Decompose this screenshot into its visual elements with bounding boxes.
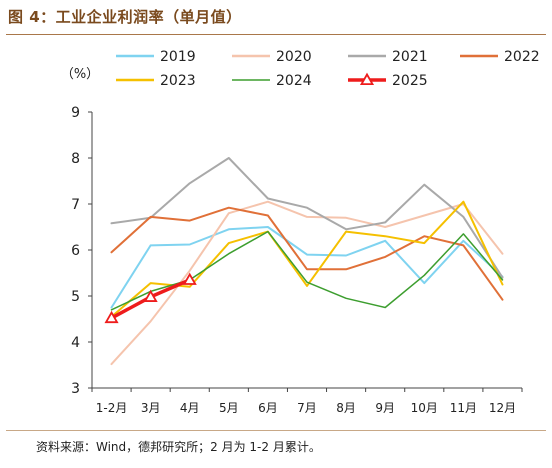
- legend-marker-2025: [359, 72, 375, 86]
- x-tick-label: 3月: [141, 401, 161, 415]
- x-tick-label: 12月: [489, 401, 516, 415]
- legend-label-2024: 2024: [276, 73, 312, 89]
- y-tick-label: 8: [71, 151, 80, 167]
- x-tick-label: 5月: [219, 401, 239, 415]
- x-tick-label: 9月: [375, 401, 395, 415]
- x-tick-label: 10月: [411, 401, 438, 415]
- x-tick-label: 4月: [180, 401, 200, 415]
- y-tick-label: 3: [71, 381, 80, 397]
- x-tick-label: 11月: [450, 401, 477, 415]
- x-tick-label: 7月: [297, 401, 317, 415]
- source-note: 资料来源：Wind，德邦研究所；2 月为 1-2 月累计。: [36, 440, 321, 454]
- source-rule: [6, 430, 546, 431]
- figure-title: 图 4：工业企业利润率（单月值）: [8, 8, 242, 26]
- series-line-2020: [110, 200, 504, 366]
- y-tick-label: 7: [71, 197, 80, 213]
- title-rule: [6, 34, 546, 35]
- legend-label-2019: 2019: [160, 49, 196, 65]
- series-line-2021: [110, 157, 504, 279]
- y-tick-label: 4: [71, 335, 80, 351]
- legend-label-2025: 2025: [392, 73, 428, 89]
- legend-label-2021: 2021: [392, 49, 428, 65]
- series-point-2025: [143, 289, 158, 302]
- legend-label-2022: 2022: [504, 49, 540, 65]
- series-point-2025: [182, 272, 197, 285]
- y-tick-label: 6: [71, 243, 80, 259]
- series-line-2022: [110, 206, 504, 301]
- legend-label-2020: 2020: [276, 49, 312, 65]
- x-tick-label: 1-2月: [96, 401, 128, 415]
- legend-label-2023: 2023: [160, 73, 196, 89]
- series-line-2019: [110, 226, 504, 309]
- x-tick-label: 8月: [336, 401, 356, 415]
- series-point-2025: [104, 310, 119, 324]
- profit-margin-chart: 3 4 5 6 7 8 9 （%） 1-2月 3月 4月 5月 6月 7月 8月 9月 10月 11月 12月 201…: [61, 49, 540, 415]
- y-axis-label: （%）: [61, 67, 99, 82]
- series-line-2024: [110, 230, 504, 311]
- x-tick-label: 6月: [258, 401, 278, 415]
- y-tick-label: 9: [71, 105, 80, 121]
- y-tick-label: 5: [71, 289, 80, 305]
